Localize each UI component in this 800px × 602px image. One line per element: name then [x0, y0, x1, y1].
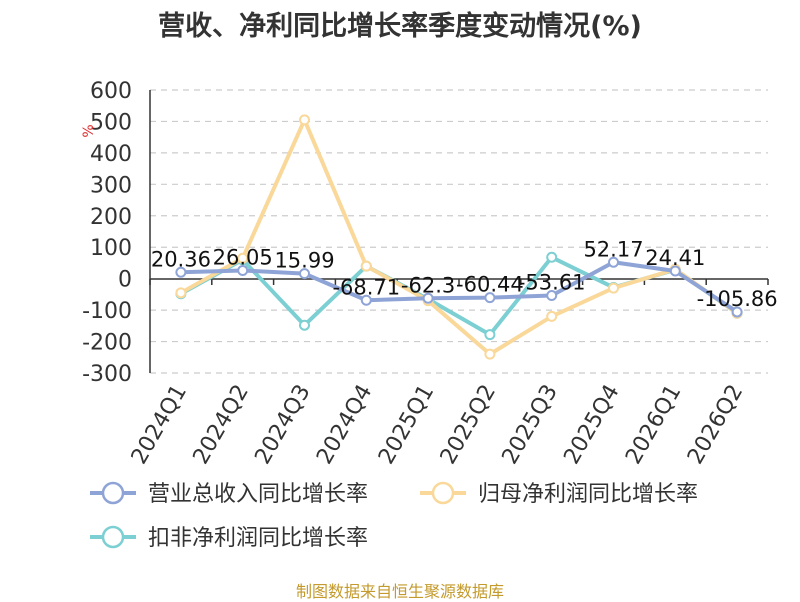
data-point — [237, 264, 249, 276]
data-label: 52.17 — [583, 237, 643, 261]
data-point — [175, 266, 187, 278]
data-label: 24.41 — [645, 246, 705, 270]
y-tick-label: 300 — [90, 173, 132, 198]
data-point — [299, 268, 310, 280]
legend-marker — [101, 481, 125, 505]
data-point — [608, 256, 619, 268]
data-point — [422, 292, 434, 304]
legend-marker — [101, 525, 125, 549]
data-point — [360, 294, 372, 306]
y-tick-label: 0 — [118, 268, 132, 293]
data-point — [175, 287, 187, 299]
x-tick-label: 2026Q2 — [683, 381, 748, 469]
y-tick-label: -300 — [82, 362, 132, 387]
data-point — [484, 292, 496, 304]
legend-label: 归母净利润同比增长率 — [478, 482, 698, 507]
data-point — [608, 282, 619, 294]
y-tick-label: 600 — [90, 79, 132, 104]
data-label: 26.05 — [213, 245, 273, 269]
y-axis-unit: % — [81, 124, 97, 137]
x-tick-label: 2025Q3 — [498, 381, 563, 469]
legend-marker — [431, 481, 455, 505]
data-label: -62.3 — [401, 273, 455, 297]
y-tick-label: 500 — [90, 110, 132, 135]
data-point — [731, 306, 743, 318]
x-tick-label: 2024Q4 — [312, 381, 377, 469]
data-label: -68.71 — [332, 275, 400, 299]
x-tick-label: 2024Q1 — [127, 381, 192, 469]
data-point — [669, 265, 681, 277]
x-tick-label: 2026Q1 — [621, 381, 686, 469]
data-label: -53.61 — [518, 271, 586, 295]
x-tick-label: 2024Q3 — [250, 381, 315, 469]
data-point — [546, 310, 558, 322]
chart-title: 营收、净利同比增长率季度变动情况(%) — [158, 11, 642, 42]
data-point — [546, 290, 558, 302]
x-tick-label: 2024Q2 — [189, 381, 254, 469]
data-label: 20.36 — [151, 247, 211, 271]
series-line — [179, 117, 739, 357]
data-source-note: 制图数据来自恒生聚源数据库 — [295, 582, 504, 601]
data-point — [546, 251, 558, 263]
y-tick-label: 200 — [90, 205, 132, 230]
data-point — [237, 252, 249, 264]
legend-label: 营业总收入同比增长率 — [148, 482, 368, 507]
data-point — [299, 114, 310, 126]
series-line — [180, 260, 739, 314]
y-tick-label: 400 — [90, 142, 132, 167]
x-tick-label: 2025Q1 — [374, 380, 439, 468]
data-point — [299, 319, 310, 331]
data-point — [484, 348, 496, 360]
data-label: 15.99 — [274, 249, 334, 273]
x-tick-label: 2025Q2 — [436, 381, 501, 469]
data-label: -60.44 — [456, 273, 524, 297]
x-tick-label: 2025Q4 — [559, 381, 624, 469]
y-tick-label: -100 — [82, 299, 132, 324]
data-point — [360, 260, 372, 272]
y-tick-label: 100 — [90, 236, 132, 261]
legend-label: 扣非净利润同比增长率 — [148, 526, 368, 551]
y-tick-label: -200 — [82, 331, 132, 356]
data-point — [484, 329, 496, 341]
data-label: -105.86 — [697, 287, 778, 311]
